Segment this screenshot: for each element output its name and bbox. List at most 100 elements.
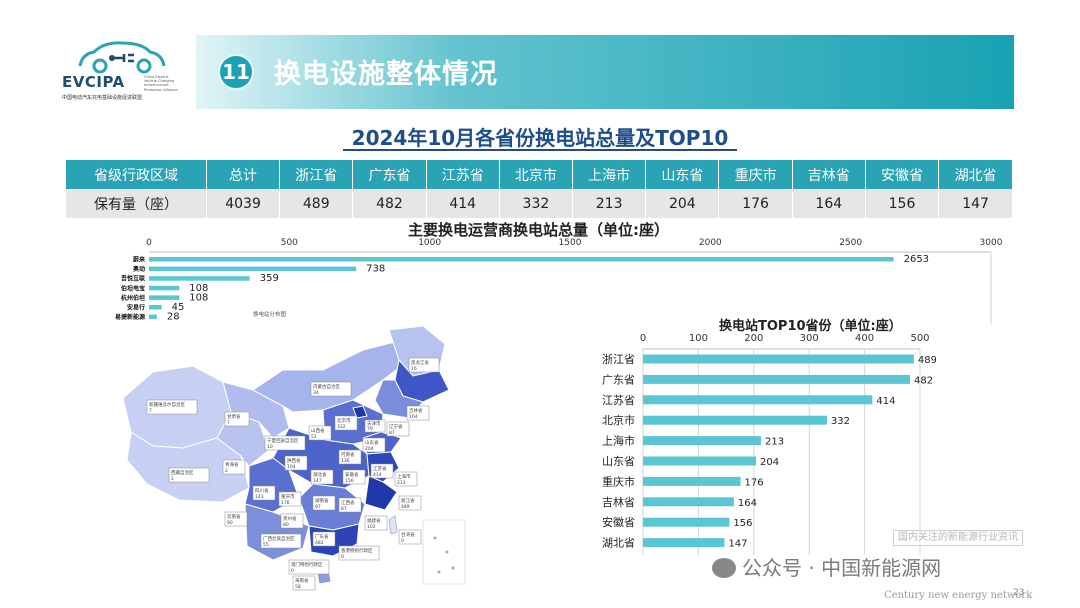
x-tick-label: 0: [640, 333, 646, 344]
data-label: 204: [760, 457, 779, 468]
data-label: 156: [733, 518, 752, 529]
table-header-cell: 吉林省: [792, 160, 866, 189]
table-cell: 保有量（座）: [66, 189, 207, 218]
map-label-value: 482: [315, 540, 324, 546]
data-label: 28: [167, 312, 180, 323]
operator-bar-chart: 0 500 1000 1500 2000 2500 3000 蔚来 2653 奥动 738 吾悦互联 3…: [114, 238, 1003, 324]
category-label: 吾悦互联: [121, 275, 145, 283]
map-label-value: 102: [367, 524, 376, 530]
map-label-name: 福建省: [367, 517, 381, 524]
x-tick-label: 1500: [559, 238, 582, 248]
x-tick-label: 500: [910, 333, 929, 344]
map-label-value: 80: [283, 522, 289, 528]
category-label: 杭州伯坦: [121, 294, 145, 302]
bar: [643, 476, 741, 486]
wechat-watermark: 公众号 · 中国新能源网: [712, 552, 941, 581]
bar: [149, 285, 180, 291]
data-label: 489: [918, 355, 936, 366]
region-inner-mongolia: [252, 339, 410, 413]
map-label-value: 10: [267, 444, 273, 450]
data-label: 108: [189, 283, 208, 294]
table-cell: 482: [352, 189, 427, 218]
data-label: 108: [189, 292, 208, 303]
category-label: 江苏省: [602, 394, 635, 407]
category-label: 奥动: [133, 265, 145, 273]
category-label: 伯坦电宝: [121, 284, 145, 292]
wechat-text: 公众号 · 中国新能源网: [742, 556, 942, 580]
map-label-value: 156: [345, 478, 354, 484]
map-label-name: 辽宁省: [389, 423, 403, 430]
category-label: 浙江省: [602, 353, 635, 366]
table-row: 保有量（座） 4039 489 482 414 332 213 204 176 …: [66, 189, 1012, 218]
bar: [643, 354, 914, 364]
data-label: 213: [765, 437, 784, 448]
category-label: 北京市: [602, 413, 635, 427]
table-header-cell: 山东省: [645, 160, 720, 189]
data-label: 176: [745, 477, 764, 488]
logo-english: China Electric Vehicle Charging Infrastr…: [144, 75, 178, 92]
bar: [643, 374, 911, 384]
map-label-value: 332: [337, 424, 346, 430]
category-label: 安易行: [127, 304, 145, 312]
watermark-url: Century new energy network: [884, 590, 1033, 601]
map-label-value: 58: [295, 584, 301, 590]
table-cell: 147: [938, 189, 1012, 218]
page-title: 2024年10月各省份换电站总量及TOP10: [351, 126, 729, 150]
map-label-value: 2: [225, 468, 228, 474]
section-title: 换电设施整体情况: [274, 59, 498, 90]
data-label: 147: [728, 539, 747, 550]
map-label-value: 204: [365, 446, 374, 452]
map-label-name: 山东省: [365, 439, 379, 446]
map-label-value: 164: [409, 414, 418, 420]
table-header-cell: 总计: [206, 160, 281, 189]
map-label-name: 云南省: [227, 513, 241, 520]
map-label-name: 湖南省: [315, 497, 329, 504]
category-label: 上海市: [602, 434, 635, 448]
x-tick-label: 500: [281, 238, 298, 248]
x-tick-label: 400: [855, 333, 874, 344]
title-underline: [343, 149, 737, 151]
table-header-row: 省级行政区域 总计 浙江省 广东省 江苏省 北京市 上海市 山东省 重庆市 吉林…: [66, 160, 1012, 189]
category-label: 安徽省: [602, 515, 635, 529]
map-label-value: 147: [313, 478, 322, 484]
map-label-name: 甘肃省: [227, 413, 241, 420]
map-caption: 换电站分布图: [253, 310, 287, 318]
map-label-value: 16: [411, 366, 417, 372]
category-label: 重庆市: [602, 474, 635, 488]
map-label-value: 87: [341, 506, 347, 512]
map-label-name: 澳门特别行政区: [291, 561, 323, 568]
map-label-value: 176: [281, 500, 290, 506]
map-label-value: 79: [367, 426, 373, 432]
data-label: 738: [366, 264, 385, 275]
map-label-value: 414: [373, 472, 382, 478]
table-header-cell: 上海市: [572, 160, 647, 189]
table-cell: 164: [792, 189, 866, 218]
bar: [643, 395, 873, 405]
region-beijing: [352, 405, 368, 419]
table-header-cell: 重庆市: [718, 160, 793, 189]
map-label-value: 213: [397, 480, 406, 486]
map-label-name: 台湾省: [401, 531, 415, 538]
map-label-value: 87: [389, 430, 395, 436]
x-tick-label: 300: [800, 333, 819, 344]
map-label-name: 安徽省: [345, 471, 359, 478]
